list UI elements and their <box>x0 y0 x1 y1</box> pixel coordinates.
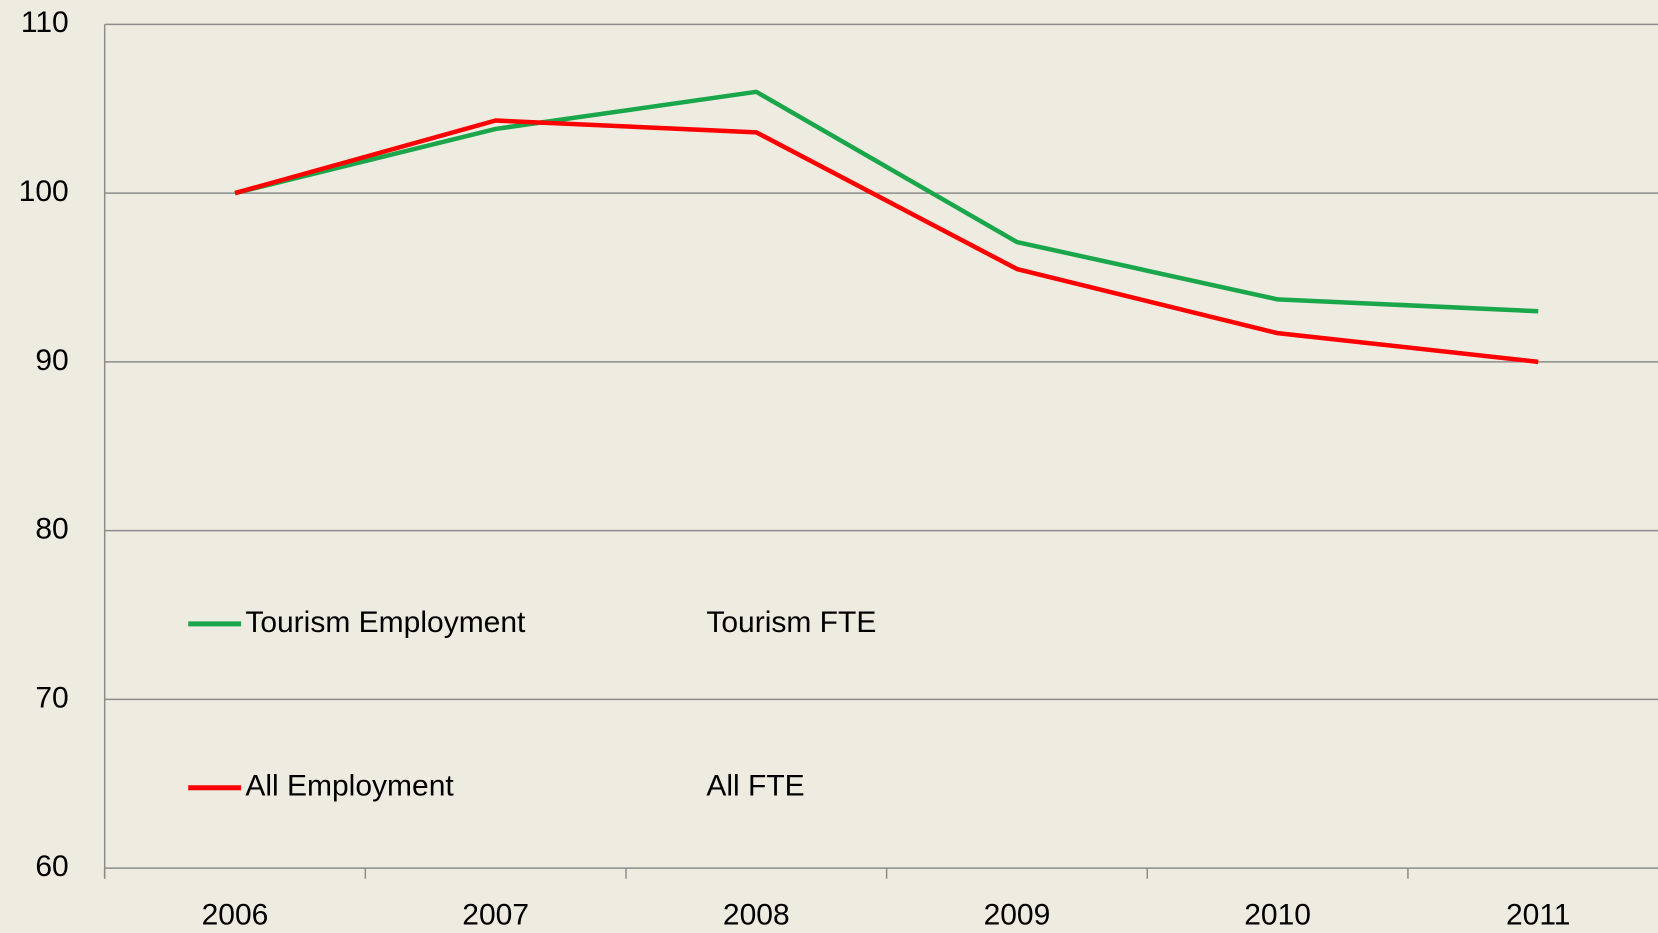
legend-label: Tourism Employment <box>245 606 526 639</box>
y-tick-label: 110 <box>21 6 69 39</box>
x-tick-label: 2008 <box>723 899 790 932</box>
x-tick-label: 2011 <box>1506 899 1571 932</box>
y-tick-label: 100 <box>19 175 69 208</box>
legend-label: All Employment <box>245 770 454 803</box>
x-tick-label: 2009 <box>984 899 1051 932</box>
y-tick-label: 60 <box>35 850 68 883</box>
x-tick-label: 2007 <box>462 899 529 932</box>
y-tick-label: 70 <box>35 681 68 714</box>
y-tick-label: 90 <box>35 344 68 377</box>
series-line <box>234 89 1539 314</box>
y-tick-label: 80 <box>35 513 68 546</box>
legend-label: Tourism FTE <box>706 606 876 639</box>
x-tick-label: 2010 <box>1244 899 1311 932</box>
legend-label: All FTE <box>706 770 804 803</box>
x-tick-label: 2006 <box>202 899 269 932</box>
series-line <box>234 118 1539 365</box>
